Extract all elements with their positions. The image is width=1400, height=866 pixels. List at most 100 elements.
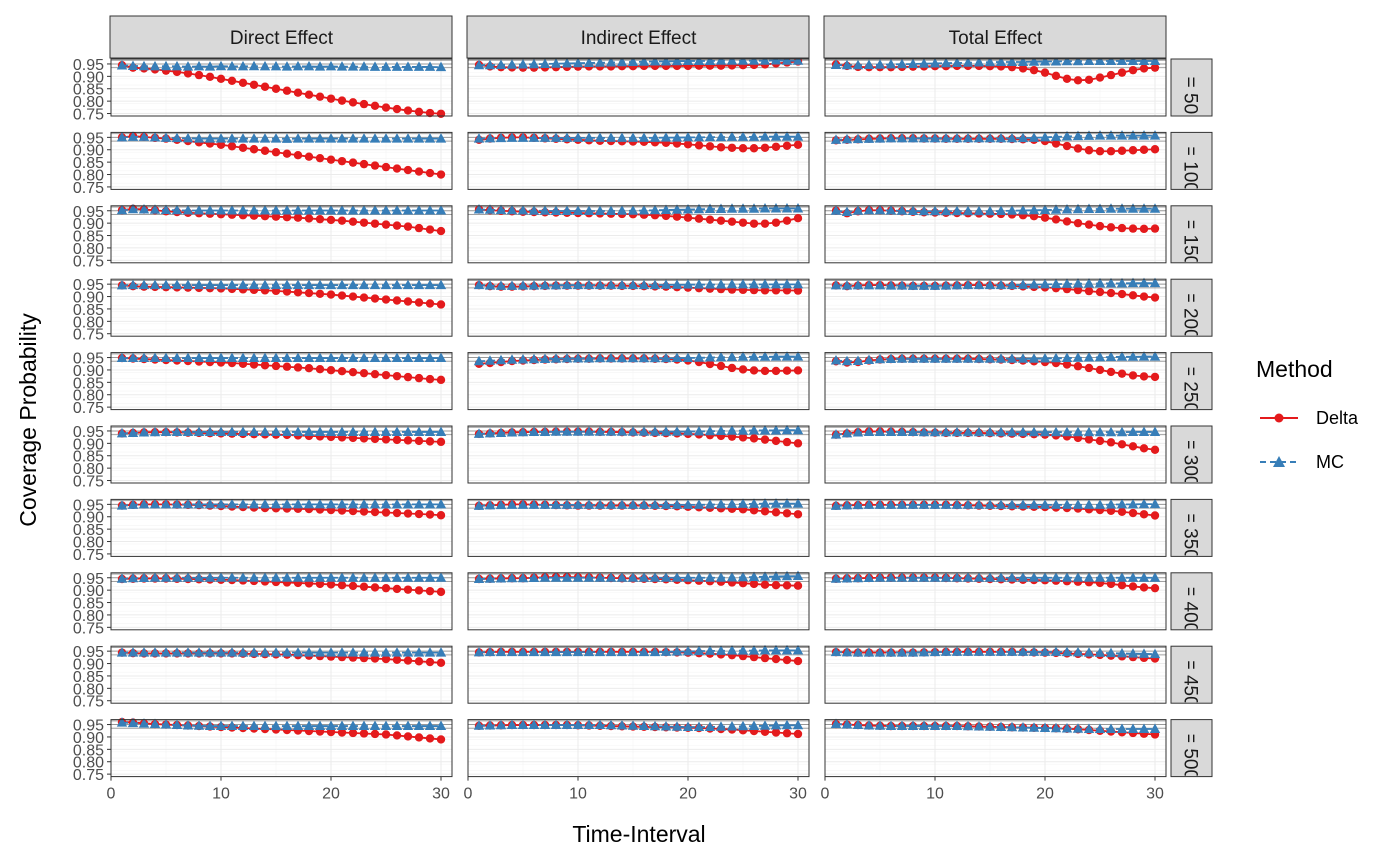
point-mc <box>1116 351 1128 361</box>
point-mc <box>1094 426 1106 437</box>
point-mc <box>649 352 661 363</box>
point-mc <box>292 133 304 143</box>
point-mc <box>737 55 749 65</box>
point-mc <box>358 205 370 215</box>
point-mc <box>627 352 639 363</box>
point-mc <box>649 55 661 66</box>
panel-r6-c1 <box>110 425 453 484</box>
point-mc <box>962 499 974 509</box>
point-delta <box>227 142 237 151</box>
panel-border-r10-c3 <box>824 719 1167 778</box>
point-mc <box>748 203 760 213</box>
y-tick-label-5-1: 0.75 <box>73 400 104 417</box>
point-delta <box>337 216 347 225</box>
point-delta <box>315 579 325 589</box>
point-mc <box>1006 721 1018 732</box>
point-mc <box>770 644 782 655</box>
point-mc <box>495 59 507 69</box>
point-delta <box>1117 68 1127 77</box>
point-delta <box>1139 372 1149 381</box>
point-mc <box>605 426 617 436</box>
point-mc <box>973 56 985 67</box>
point-mc <box>962 646 974 656</box>
point-mc <box>874 59 886 69</box>
point-mc <box>204 647 216 657</box>
point-mc <box>358 647 370 657</box>
point-mc <box>1028 132 1040 142</box>
point-mc <box>1127 203 1139 213</box>
legend-delta-label: Delta <box>1316 408 1359 428</box>
point-delta <box>315 365 325 374</box>
point-delta <box>1128 442 1138 451</box>
point-mc <box>759 131 771 141</box>
point-mc <box>550 58 562 68</box>
point-mc <box>248 572 260 582</box>
point-mc <box>336 279 348 290</box>
panel-border-r8-c2 <box>467 572 810 631</box>
point-mc <box>594 132 606 142</box>
point-delta <box>359 159 369 169</box>
point-mc <box>506 719 518 730</box>
point-mc <box>424 647 436 657</box>
point-delta <box>771 654 781 664</box>
point-mc <box>660 55 672 66</box>
point-mc <box>973 572 985 582</box>
point-mc <box>907 132 919 143</box>
point-delta <box>425 437 435 446</box>
point-mc <box>885 572 897 582</box>
point-mc <box>369 572 381 582</box>
point-mc <box>583 279 595 290</box>
point-mc <box>940 280 952 290</box>
point-delta <box>403 222 413 231</box>
point-mc <box>1061 646 1073 657</box>
point-delta <box>1150 583 1160 593</box>
point-mc <box>259 352 271 363</box>
panel-r1-c1 <box>110 58 453 118</box>
point-mc <box>561 646 573 657</box>
x-tick-label-c3-3: 20 <box>1036 786 1054 803</box>
point-mc <box>792 203 804 213</box>
point-mc <box>583 426 595 436</box>
point-mc <box>336 205 348 215</box>
point-mc <box>874 647 886 657</box>
legend-mc-marker <box>1273 456 1285 467</box>
point-mc <box>435 498 447 509</box>
point-mc <box>929 57 941 68</box>
point-mc <box>160 279 172 290</box>
panel-border-r7-c3 <box>824 498 1167 557</box>
point-mc <box>572 572 584 582</box>
point-mc <box>638 499 650 509</box>
point-mc <box>193 352 205 363</box>
point-delta <box>392 731 402 740</box>
point-mc <box>1105 647 1117 658</box>
point-mc <box>259 426 271 436</box>
point-mc <box>182 61 194 71</box>
point-delta <box>425 168 435 178</box>
point-delta <box>326 215 336 225</box>
point-delta <box>1139 145 1149 154</box>
point-mc <box>424 133 436 143</box>
point-mc <box>841 427 853 438</box>
point-mc <box>1039 353 1051 363</box>
point-delta <box>238 143 248 152</box>
point-mc <box>517 719 529 730</box>
point-mc <box>1105 55 1117 65</box>
point-mc <box>863 572 875 582</box>
legend-item-delta: Delta <box>1260 408 1359 428</box>
point-mc <box>704 645 716 655</box>
point-mc <box>874 279 886 290</box>
point-mc <box>292 572 304 582</box>
panel-border-r7-c1 <box>110 498 453 557</box>
point-mc <box>660 352 672 363</box>
point-mc <box>951 132 963 143</box>
point-mc <box>1149 426 1161 436</box>
panel-r8-c3 <box>824 572 1167 631</box>
point-mc <box>473 59 485 70</box>
point-delta <box>782 437 792 447</box>
point-delta <box>1139 64 1149 73</box>
point-mc <box>781 278 793 289</box>
point-mc <box>248 60 260 71</box>
point-mc <box>281 61 293 71</box>
point-mc <box>182 647 194 657</box>
point-delta <box>1073 144 1083 153</box>
